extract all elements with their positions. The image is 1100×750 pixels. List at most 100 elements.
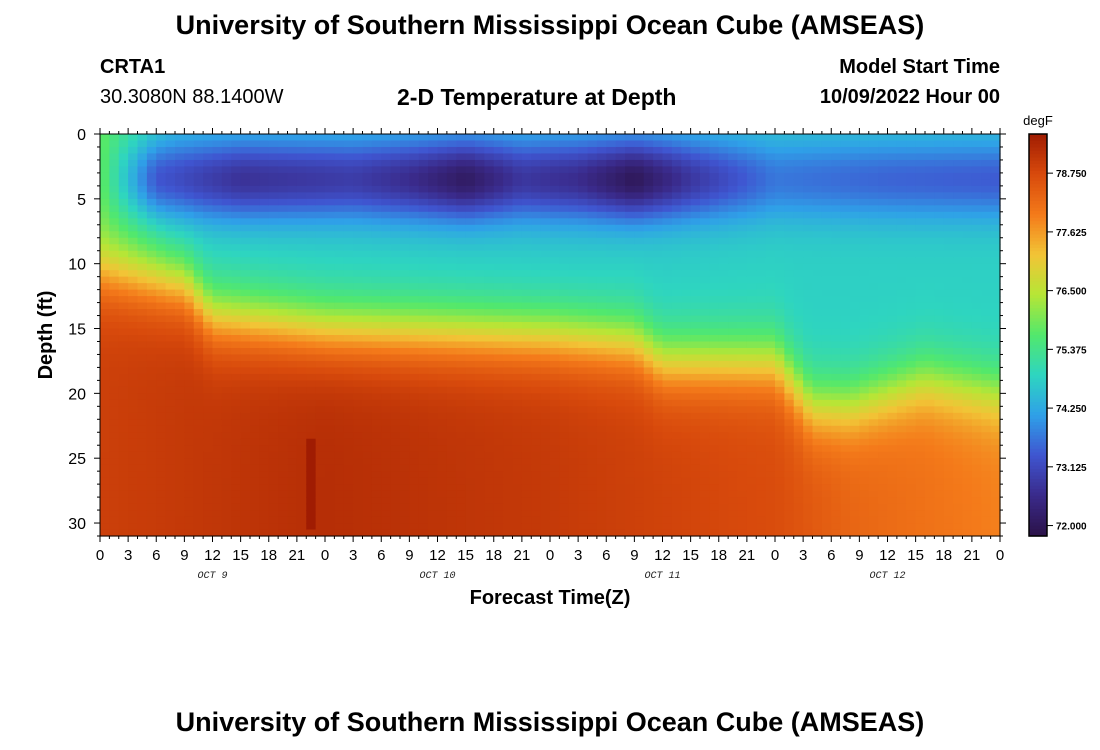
- heatmap-cell: [456, 289, 467, 297]
- heatmap-cell: [475, 445, 485, 453]
- heatmap-cell: [503, 516, 514, 524]
- heatmap-cell: [784, 516, 795, 524]
- heatmap-cell: [146, 458, 157, 466]
- heatmap-cell: [381, 218, 392, 226]
- heatmap-cell: [296, 211, 307, 219]
- heatmap-cell: [812, 302, 823, 310]
- heatmap-cell: [212, 335, 223, 343]
- heatmap-cell: [165, 205, 176, 213]
- heatmap-cell: [493, 393, 504, 401]
- heatmap-cell: [343, 302, 354, 310]
- heatmap-cell: [390, 263, 401, 271]
- heatmap-cell: [109, 419, 120, 427]
- heatmap-cell: [793, 458, 804, 466]
- heatmap-cell: [821, 270, 832, 278]
- heatmap-cell: [568, 399, 579, 407]
- heatmap-cell: [146, 289, 157, 297]
- heatmap-cell: [531, 484, 542, 492]
- heatmap-cell: [840, 432, 851, 440]
- heatmap-cell: [615, 172, 626, 180]
- heatmap-cell: [718, 192, 729, 200]
- heatmap-cell: [334, 341, 345, 349]
- heatmap-cell: [165, 458, 176, 466]
- heatmap-cell: [765, 432, 776, 440]
- heatmap-cell: [165, 497, 176, 505]
- heatmap-cell: [690, 322, 701, 330]
- heatmap-cell: [362, 276, 373, 284]
- heatmap-cell: [221, 386, 232, 394]
- heatmap-cell: [175, 231, 185, 239]
- heatmap-cell: [212, 451, 223, 459]
- heatmap-cell: [343, 380, 354, 388]
- heatmap-cell: [821, 159, 832, 168]
- heatmap-cell: [259, 497, 270, 505]
- heatmap-cell: [840, 341, 851, 349]
- heatmap-cell: [681, 360, 692, 369]
- heatmap-cell: [278, 179, 289, 187]
- heatmap-cell: [428, 257, 439, 265]
- heatmap-cell: [100, 386, 110, 394]
- heatmap-cell: [446, 315, 457, 323]
- heatmap-cell: [325, 250, 335, 258]
- heatmap-cell: [390, 367, 401, 375]
- heatmap-cell: [531, 464, 542, 472]
- heatmap-cell: [446, 231, 457, 239]
- heatmap-cell: [221, 360, 232, 369]
- heatmap-cell: [812, 451, 823, 459]
- heatmap-cell: [231, 172, 242, 180]
- heatmap-cell: [184, 153, 195, 161]
- heatmap-cell: [418, 231, 429, 239]
- heatmap-cell: [390, 205, 401, 213]
- heatmap-cell: [568, 244, 579, 252]
- heatmap-cell: [540, 360, 551, 369]
- heatmap-cell: [446, 211, 457, 219]
- heatmap-cell: [381, 516, 392, 524]
- heatmap-cell: [671, 484, 682, 492]
- heatmap-cell: [306, 393, 317, 401]
- heatmap-cell: [137, 445, 148, 453]
- heatmap-cell: [606, 231, 617, 239]
- heatmap-cell: [146, 146, 157, 155]
- heatmap-cell: [128, 341, 139, 349]
- heatmap-cell: [390, 438, 401, 446]
- heatmap-cell: [465, 205, 476, 213]
- heatmap-cell: [343, 140, 354, 148]
- heatmap-cell: [456, 205, 467, 213]
- heatmap-cell: [118, 529, 129, 537]
- heatmap-cell: [231, 445, 242, 453]
- heatmap-cell: [437, 159, 448, 168]
- heatmap-cell: [550, 386, 560, 394]
- heatmap-cell: [756, 516, 767, 524]
- heatmap-cell: [175, 373, 185, 381]
- heatmap-cell: [812, 322, 823, 330]
- heatmap-cell: [296, 373, 307, 381]
- heatmap-cell: [718, 302, 729, 310]
- heatmap-cell: [709, 451, 720, 459]
- heatmap-cell: [428, 432, 439, 440]
- heatmap-cell: [831, 263, 842, 271]
- heatmap-cell: [587, 445, 598, 453]
- heatmap-cell: [128, 432, 139, 440]
- heatmap-cell: [400, 159, 410, 168]
- heatmap-cell: [634, 341, 645, 349]
- heatmap-cell: [437, 497, 448, 505]
- heatmap-cell: [428, 445, 439, 453]
- heatmap-cell: [409, 276, 420, 284]
- heatmap-cell: [793, 451, 804, 459]
- heatmap-cell: [165, 263, 176, 271]
- heatmap-cell: [418, 367, 429, 375]
- heatmap-cell: [165, 451, 176, 459]
- heatmap-cell: [203, 360, 214, 369]
- heatmap-cell: [493, 419, 504, 427]
- heatmap-cell: [156, 289, 167, 297]
- heatmap-cell: [325, 341, 335, 349]
- heatmap-cell: [165, 198, 176, 206]
- heatmap-cell: [250, 367, 260, 375]
- heatmap-cell: [821, 490, 832, 498]
- heatmap-cell: [812, 198, 823, 206]
- heatmap-cell: [315, 510, 326, 518]
- heatmap-cell: [821, 179, 832, 187]
- heatmap-cell: [100, 205, 110, 213]
- heatmap-cell: [456, 406, 467, 414]
- heatmap-cell: [259, 263, 270, 271]
